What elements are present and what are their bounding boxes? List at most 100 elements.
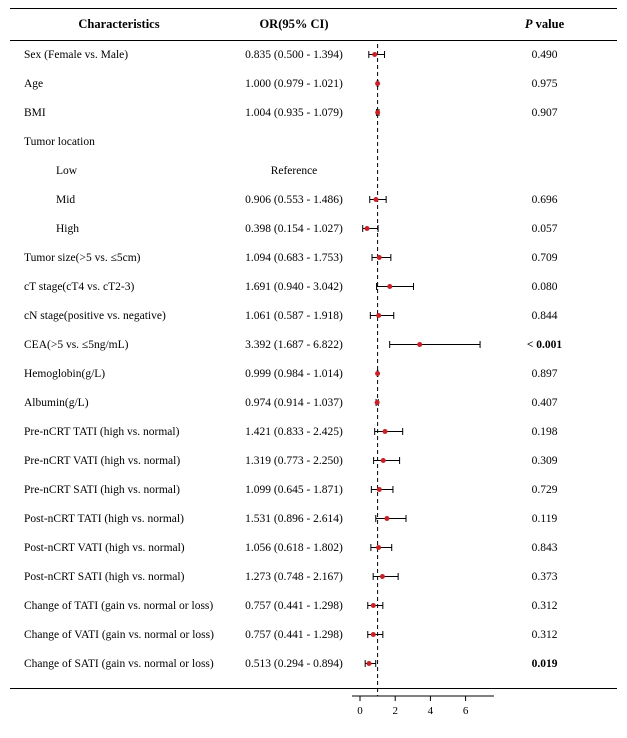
p-value: 0.309 [531, 454, 558, 467]
plot-cell [350, 98, 498, 127]
table-row: Tumor size(>5 vs. ≤5cm) 1.094 (0.683 - 1.… [0, 243, 627, 272]
or-ci-value: 0.835 (0.500 - 1.394) [245, 48, 343, 61]
characteristic-label: Pre-nCRT VATI (high vs. normal) [24, 454, 181, 467]
plot-cell [350, 504, 498, 533]
characteristic-label: Sex (Female vs. Male) [24, 48, 129, 61]
characteristic-label: Low [56, 164, 78, 177]
table-row: Low Reference [0, 156, 627, 185]
table-row: Change of TATI (gain vs. normal or loss)… [0, 591, 627, 620]
p-value: 0.407 [531, 396, 558, 409]
characteristic-label: cN stage(positive vs. negative) [24, 309, 166, 322]
or-ci-value: 0.398 (0.154 - 1.027) [245, 222, 343, 235]
header-or-ci: OR(95% CI) [259, 16, 329, 31]
or-ci-value: 0.513 (0.294 - 0.894) [245, 657, 343, 670]
table-row: Tumor location [0, 127, 627, 156]
table-border-under-header [10, 40, 617, 41]
plot-cell [350, 301, 498, 330]
table-row: Hemoglobin(g/L) 0.999 (0.984 - 1.014) 0.89… [0, 359, 627, 388]
table-row: Age 1.000 (0.979 - 1.021) 0.975 [0, 69, 627, 98]
p-value: 0.729 [531, 483, 558, 496]
characteristic-label: Mid [56, 193, 76, 206]
table-row: Change of SATI (gain vs. normal or loss)… [0, 649, 627, 678]
plot-cell [350, 156, 498, 185]
characteristic-label: Post-nCRT TATI (high vs. normal) [24, 512, 184, 525]
plot-cell [350, 359, 498, 388]
table-row: Mid 0.906 (0.553 - 1.486) 0.696 [0, 185, 627, 214]
plot-cell [350, 533, 498, 562]
plot-cell [350, 475, 498, 504]
or-ci-value: 0.757 (0.441 - 1.298) [245, 599, 343, 612]
characteristic-label: Albumin(g/L) [24, 396, 89, 409]
or-ci-value: 1.061 (0.587 - 1.918) [245, 309, 343, 322]
plot-cell [350, 446, 498, 475]
or-ci-value: 1.094 (0.683 - 1.753) [245, 251, 343, 264]
plot-cell [350, 127, 498, 156]
table-row: Post-nCRT VATI (high vs. normal) 1.056 (0… [0, 533, 627, 562]
table-row: Post-nCRT TATI (high vs. normal) 1.531 (0… [0, 504, 627, 533]
plot-cell [350, 185, 498, 214]
p-value: 0.373 [531, 570, 558, 583]
p-value: 0.312 [531, 628, 558, 641]
plot-cell [350, 562, 498, 591]
characteristic-label: Pre-nCRT TATI (high vs. normal) [24, 425, 180, 438]
plot-cell [350, 620, 498, 649]
or-ci-value: 1.319 (0.773 - 2.250) [245, 454, 343, 467]
header-p-value: P value [498, 17, 627, 32]
or-ci-value: 0.999 (0.984 - 1.014) [245, 367, 343, 380]
x-axis-tick-label: 0 [357, 705, 363, 717]
x-axis: 0 2 4 6 [352, 695, 494, 717]
p-value: 0.696 [531, 193, 558, 206]
header-p-italic: P [524, 16, 533, 31]
characteristic-label: BMI [24, 106, 46, 119]
p-value: < 0.001 [526, 338, 563, 351]
characteristic-label: CEA(>5 vs. ≤5ng/mL) [24, 338, 129, 351]
characteristic-label: cT stage(cT4 vs. cT2-3) [24, 280, 135, 293]
or-ci-value: 3.392 (1.687 - 6.822) [245, 338, 343, 351]
p-value: 0.080 [531, 280, 558, 293]
table-body: Sex (Female vs. Male) 0.835 (0.500 - 1.39… [0, 40, 627, 678]
characteristic-label: Change of SATI (gain vs. normal or loss) [24, 657, 214, 670]
or-ci-value: 0.757 (0.441 - 1.298) [245, 628, 343, 641]
characteristic-label: Tumor size(>5 vs. ≤5cm) [24, 251, 141, 264]
or-ci-value: 1.000 (0.979 - 1.021) [245, 77, 343, 90]
plot-cell [350, 69, 498, 98]
p-value: 0.907 [531, 106, 558, 119]
table-row: High 0.398 (0.154 - 1.027) 0.057 [0, 214, 627, 243]
table-row: BMI 1.004 (0.935 - 1.079) 0.907 [0, 98, 627, 127]
x-axis-tick-label: 4 [428, 705, 434, 717]
plot-cell [350, 649, 498, 678]
p-value: 0.119 [531, 512, 558, 525]
p-value: 0.844 [531, 309, 558, 322]
p-value: 0.975 [531, 77, 558, 90]
p-value: 0.019 [531, 657, 558, 670]
or-ci-value: 1.273 (0.748 - 2.167) [245, 570, 343, 583]
or-ci-value: 1.056 (0.618 - 1.802) [245, 541, 343, 554]
or-ci-value: 0.974 (0.914 - 1.037) [245, 396, 343, 409]
p-value: 0.312 [531, 599, 558, 612]
plot-cell [350, 330, 498, 359]
plot-cell [350, 243, 498, 272]
or-ci-value: 1.421 (0.833 - 2.425) [245, 425, 343, 438]
x-axis-tick-label: 2 [392, 705, 398, 717]
table-row: Pre-nCRT TATI (high vs. normal) 1.421 (0.… [0, 417, 627, 446]
p-value: 0.709 [531, 251, 558, 264]
header-plot-spacer [350, 10, 498, 39]
plot-cell [350, 591, 498, 620]
table-header-row: Characteristics OR(95% CI) P value [0, 8, 627, 40]
characteristic-label: Hemoglobin(g/L) [24, 367, 106, 380]
header-characteristics: Characteristics [78, 16, 160, 31]
table-row: Pre-nCRT SATI (high vs. normal) 1.099 (0.… [0, 475, 627, 504]
table-row: Albumin(g/L) 0.974 (0.914 - 1.037) 0.407 [0, 388, 627, 417]
table-row: Post-nCRT SATI (high vs. normal) 1.273 (0… [0, 562, 627, 591]
table-row: cN stage(positive vs. negative) 1.061 (0.… [0, 301, 627, 330]
table-row: Pre-nCRT VATI (high vs. normal) 1.319 (0.… [0, 446, 627, 475]
plot-cell [350, 388, 498, 417]
p-value: 0.490 [531, 48, 558, 61]
table-row: Sex (Female vs. Male) 0.835 (0.500 - 1.39… [0, 40, 627, 69]
characteristic-label: Change of TATI (gain vs. normal or loss) [24, 599, 214, 612]
p-value: 0.057 [531, 222, 558, 235]
header-p-rest: value [532, 16, 565, 31]
plot-cell [350, 272, 498, 301]
or-ci-value: Reference [270, 164, 318, 177]
